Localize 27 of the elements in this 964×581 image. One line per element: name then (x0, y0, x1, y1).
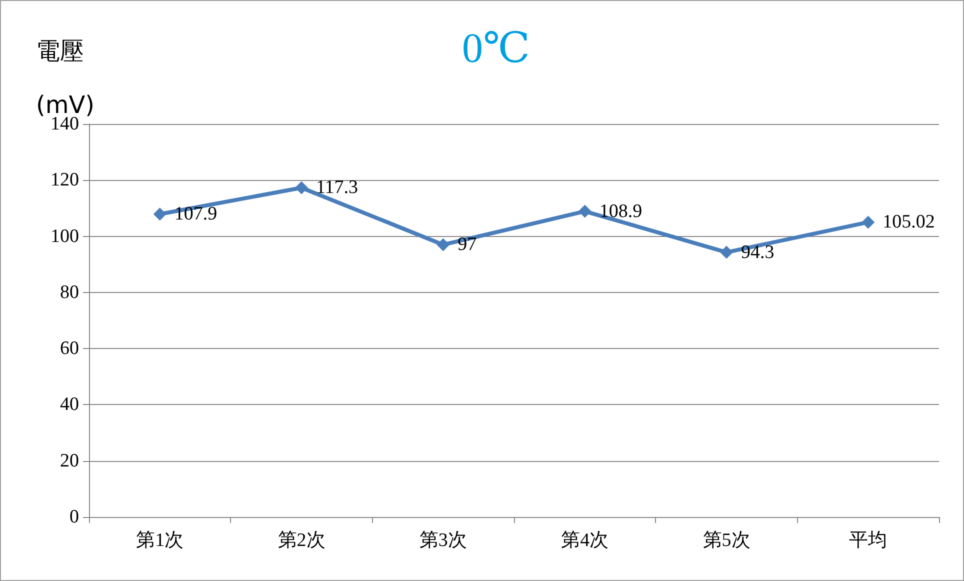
data-label: 117.3 (316, 177, 358, 198)
y-tick-label: 20 (60, 450, 79, 472)
data-label: 97 (458, 234, 477, 256)
y-tick-label: 80 (60, 282, 79, 303)
y-tick-label: 0 (70, 506, 79, 528)
y-tick-label: 40 (60, 394, 79, 416)
chart-title: 0℃ (462, 26, 530, 72)
x-tick-label: 第2次 (278, 530, 326, 551)
y-tick-label: 100 (50, 226, 79, 247)
point (153, 208, 166, 221)
data-label: 108.9 (599, 200, 642, 222)
y-tick-label: 60 (60, 338, 79, 360)
y-tick-label: 140 (50, 114, 79, 134)
x-tick-label: 第4次 (561, 530, 609, 551)
y-tick-label: 120 (50, 170, 79, 191)
x-tick-label: 平均 (849, 530, 888, 551)
point (295, 181, 308, 194)
x-tick-label: 第1次 (136, 530, 184, 551)
x-tick-label: 第3次 (419, 530, 467, 551)
point (436, 238, 450, 252)
data-label: 94.3 (741, 242, 774, 263)
point (720, 246, 733, 259)
point (578, 204, 592, 218)
data-label: 107.9 (174, 204, 218, 225)
point (862, 216, 875, 229)
data-label: 105.02 (882, 212, 935, 233)
x-tick-label: 第5次 (702, 530, 750, 551)
